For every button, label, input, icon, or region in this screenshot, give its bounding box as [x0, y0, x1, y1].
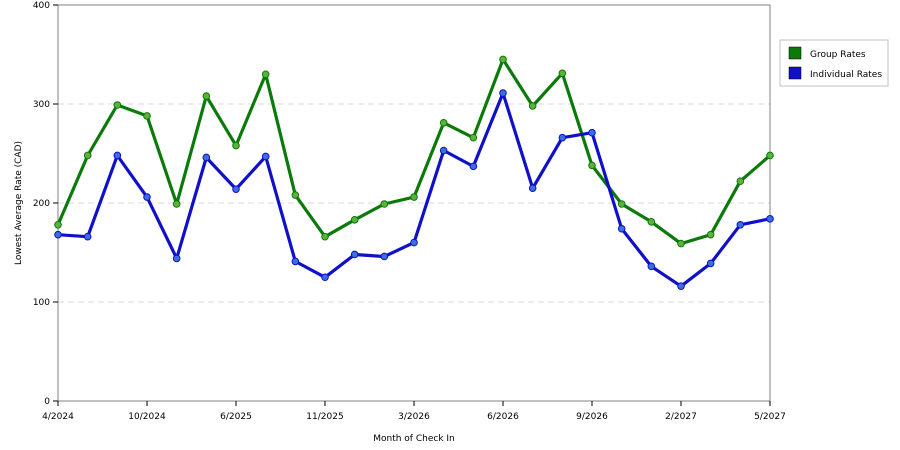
data-point-individual-rates: [350, 250, 359, 259]
y-axis-label: Lowest Average Rate (CAD): [14, 141, 24, 265]
data-point-individual-rates: [83, 232, 92, 241]
grid-lines: [58, 103, 770, 303]
y-tick-label: 300: [33, 100, 50, 110]
x-tick-label: 9/2026: [576, 412, 608, 422]
y-axis: 0 100 200 300 400: [33, 1, 58, 407]
legend: Group Rates Individual Rates: [779, 39, 889, 87]
data-point-group-rates: [113, 101, 122, 109]
data-point-individual-rates: [321, 273, 329, 282]
data-point-individual-rates: [736, 220, 745, 229]
data-point-individual-rates: [558, 133, 567, 142]
data-point-group-rates: [202, 92, 211, 100]
data-point-group-rates: [558, 69, 567, 78]
data-point-group-rates: [54, 220, 62, 229]
data-point-group-rates: [291, 191, 300, 199]
data-point-group-rates: [172, 200, 181, 208]
data-point-individual-rates: [291, 257, 300, 266]
data-point-group-rates: [410, 193, 418, 201]
data-point-group-rates: [439, 119, 448, 127]
legend-label-individual-rates: Individual Rates: [810, 70, 882, 80]
data-point-individual-rates: [202, 153, 211, 162]
legend-label-group-rates: Group Rates: [810, 50, 866, 60]
data-point-individual-rates: [232, 185, 240, 193]
x-tick-label: 6/2026: [487, 412, 519, 422]
data-point-group-rates: [736, 177, 745, 186]
data-point-individual-rates: [469, 162, 478, 171]
data-point-group-rates: [143, 112, 151, 120]
data-point-individual-rates: [677, 282, 685, 290]
data-point-group-rates: [617, 200, 626, 208]
series-line-group-rates: [56, 57, 772, 246]
data-point-individual-rates: [410, 238, 418, 247]
data-point-group-rates: [469, 133, 478, 142]
series-group: [54, 55, 774, 290]
data-point-individual-rates: [172, 254, 181, 263]
data-point-group-rates: [350, 216, 359, 224]
x-tick-label: 5/2027: [754, 412, 786, 422]
data-point-individual-rates: [261, 152, 270, 161]
data-point-individual-rates: [766, 215, 774, 223]
legend-swatch-group-rates: [788, 46, 802, 60]
data-point-individual-rates: [617, 224, 626, 233]
data-point-individual-rates: [528, 184, 537, 192]
data-point-individual-rates: [143, 193, 151, 201]
x-tick-label: 10/2024: [128, 412, 166, 422]
legend-swatch-individual-rates: [788, 66, 802, 80]
series-line-individual-rates: [57, 91, 771, 288]
y-tick-label: 0: [44, 397, 50, 407]
data-point-individual-rates: [647, 262, 656, 271]
data-point-group-rates: [677, 239, 685, 248]
data-point-group-rates: [588, 161, 596, 170]
data-point-group-rates: [83, 151, 92, 160]
x-tick-label: 4/2024: [42, 412, 74, 422]
data-point-individual-rates: [380, 252, 389, 261]
y-tick-label: 400: [33, 1, 50, 11]
data-point-individual-rates: [113, 151, 122, 160]
data-point-group-rates: [499, 55, 507, 64]
data-point-group-rates: [766, 151, 774, 160]
data-point-individual-rates: [706, 259, 715, 268]
x-tick-label: 11/2025: [306, 412, 343, 422]
y-tick-label: 200: [33, 199, 50, 209]
x-axis-label: Month of Check In: [373, 434, 455, 444]
x-tick-label: 6/2025: [220, 412, 252, 422]
x-tick-label: 3/2026: [398, 412, 430, 422]
data-point-group-rates: [380, 200, 389, 208]
data-point-individual-rates: [439, 146, 448, 155]
x-axis: 4/2024 10/2024 6/2025 11/2025 3/2026 6/2026 9/…: [42, 401, 786, 422]
data-point-group-rates: [706, 230, 715, 239]
data-point-group-rates: [528, 102, 537, 110]
data-point-individual-rates: [54, 230, 62, 239]
data-point-individual-rates: [499, 89, 507, 97]
data-point-group-rates: [647, 218, 656, 226]
data-point-individual-rates: [588, 128, 596, 137]
data-point-group-rates: [321, 232, 329, 241]
x-tick-label: 2/2027: [665, 412, 697, 422]
data-point-group-rates: [261, 70, 270, 79]
y-tick-label: 100: [33, 298, 50, 308]
data-point-group-rates: [232, 141, 240, 150]
